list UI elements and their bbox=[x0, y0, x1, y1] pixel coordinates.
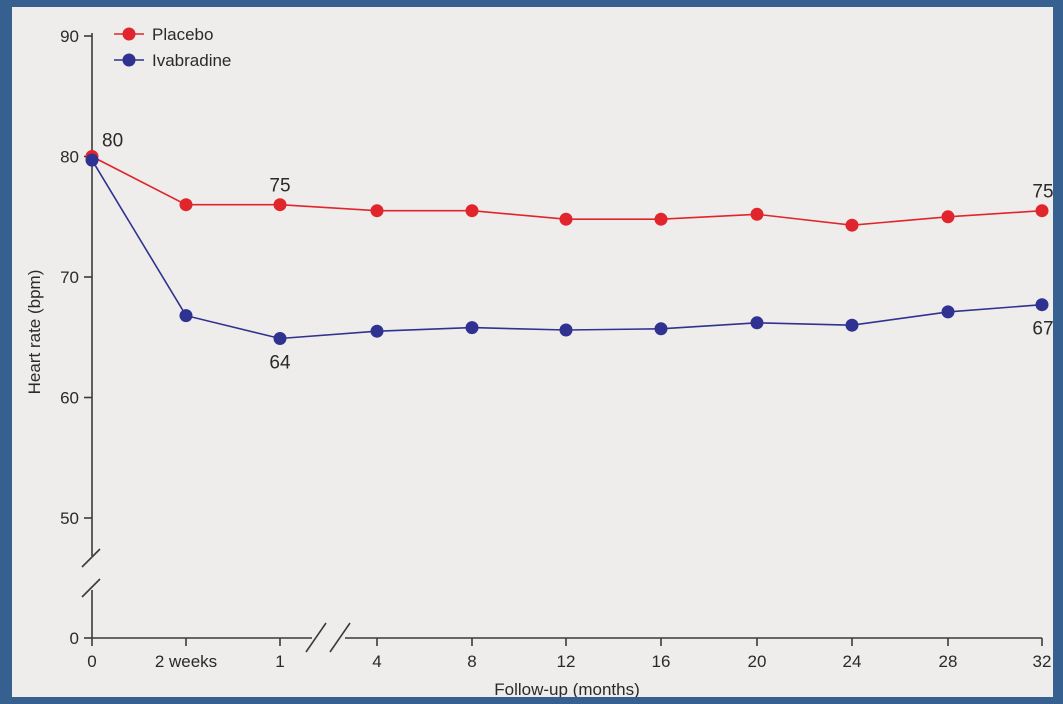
y-tick-label: 60 bbox=[60, 389, 79, 408]
ivabradine-point bbox=[559, 323, 573, 337]
placebo-point bbox=[1035, 204, 1049, 218]
x-axis-break-mark bbox=[305, 622, 327, 653]
x-tick-label: 20 bbox=[748, 652, 767, 671]
data-label: 67 bbox=[1032, 319, 1053, 340]
x-tick-label: 4 bbox=[372, 652, 381, 671]
figure-panel: 0 50 60 70 80 90 0 2 weeks 1 4 8 12 16 20 24 28 32 80 75 7… bbox=[12, 7, 1053, 697]
x-tick-label: 24 bbox=[843, 652, 862, 671]
ivabradine-point bbox=[941, 305, 955, 319]
y-tick-label: 90 bbox=[60, 27, 79, 46]
x-tick-label: 2 weeks bbox=[155, 652, 217, 671]
ivabradine-point bbox=[750, 316, 764, 330]
placebo-point bbox=[559, 212, 573, 226]
legend-placebo-label: Placebo bbox=[152, 25, 213, 44]
placebo-point bbox=[465, 204, 479, 218]
data-label: 64 bbox=[269, 352, 291, 373]
y-tick-label: 70 bbox=[60, 268, 79, 287]
y-axis-break-mark bbox=[81, 578, 101, 598]
y-tick-label: 80 bbox=[60, 148, 79, 167]
ivabradine-point bbox=[370, 324, 384, 338]
x-tick-label: 1 bbox=[275, 652, 284, 671]
x-tick-label: 28 bbox=[939, 652, 958, 671]
ivabradine-point bbox=[273, 332, 287, 345]
data-label: 75 bbox=[1032, 182, 1053, 203]
y-tick-label: 50 bbox=[60, 509, 79, 528]
ivabradine-point bbox=[85, 153, 99, 167]
x-axis-title: Follow-up (months) bbox=[494, 680, 640, 697]
placebo-point bbox=[654, 212, 668, 226]
legend-placebo-marker bbox=[122, 27, 136, 41]
ivabradine-point bbox=[1035, 298, 1049, 312]
placebo-point bbox=[845, 218, 859, 232]
heart-rate-chart: 0 50 60 70 80 90 0 2 weeks 1 4 8 12 16 20 24 28 32 80 75 7… bbox=[25, 25, 1053, 697]
series-layer bbox=[85, 150, 1049, 345]
x-axis-break-mark bbox=[329, 622, 351, 653]
placebo-point bbox=[941, 210, 955, 224]
ivabradine-point bbox=[654, 322, 668, 336]
y-tick-label: 0 bbox=[70, 629, 79, 648]
data-labels-layer: 80 75 75 64 67 bbox=[102, 131, 1053, 374]
y-axis-break-mark bbox=[81, 548, 101, 568]
x-tick-label: 0 bbox=[87, 652, 96, 671]
data-label: 80 bbox=[102, 131, 123, 152]
legend: Placebo Ivabradine bbox=[114, 25, 231, 70]
ivabradine-point bbox=[845, 318, 859, 332]
x-tick-label: 8 bbox=[467, 652, 476, 671]
ivabradine-point bbox=[179, 309, 193, 323]
x-tick-label: 16 bbox=[652, 652, 671, 671]
placebo-point bbox=[370, 204, 384, 218]
y-axis-title: Heart rate (bpm) bbox=[25, 270, 44, 395]
axes: 0 50 60 70 80 90 0 2 weeks 1 4 8 12 16 20 24 28 32 bbox=[60, 27, 1051, 671]
legend-ivabradine-marker bbox=[122, 53, 136, 67]
ivabradine-line bbox=[91, 159, 1043, 340]
x-tick-label: 32 bbox=[1033, 652, 1052, 671]
placebo-point bbox=[750, 207, 764, 221]
legend-ivabradine-label: Ivabradine bbox=[152, 51, 231, 70]
placebo-point bbox=[273, 198, 287, 212]
data-label: 75 bbox=[269, 176, 290, 197]
x-tick-label: 12 bbox=[557, 652, 576, 671]
ivabradine-point bbox=[465, 321, 479, 335]
placebo-point bbox=[179, 198, 193, 212]
